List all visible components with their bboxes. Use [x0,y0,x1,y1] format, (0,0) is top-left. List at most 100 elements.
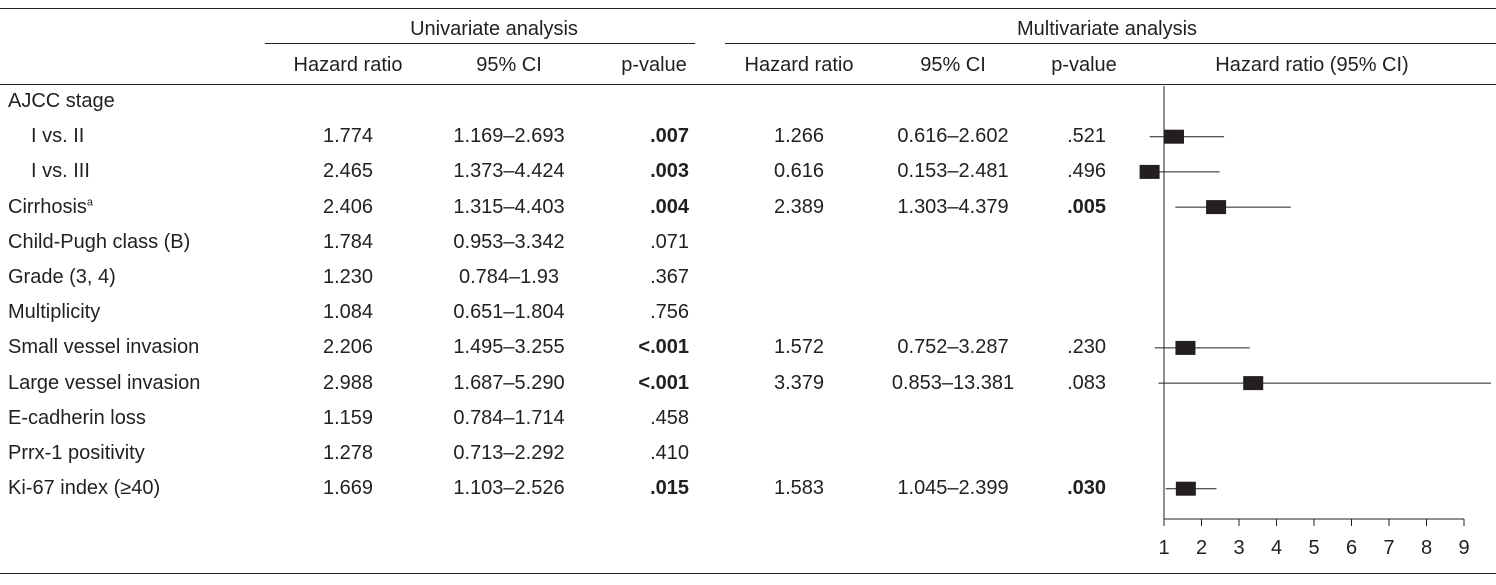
uni-hazard-ratio-cell: 1.159 [322,406,374,429]
uni-ci-cell: 1.103–2.526 [453,477,565,500]
row-label: Multiplicity [8,301,101,324]
uni-p-value-cell: .756 [650,301,689,324]
row-label: Prrx-1 positivity [8,442,145,464]
multi-hazard-ratio-cell: 1.583 [773,477,825,500]
row-label: Ki-67 index (≥40) [8,477,161,500]
row-label: Grade (3, 4) [8,266,116,288]
forest-point-marker [1139,164,1160,179]
uni-hazard-ratio-cell: 1.784 [322,230,374,253]
uni-ci-cell: 0.784–1.714 [453,406,565,429]
uni-p-value-header: p-value [621,54,687,76]
uni-p-value-cell: .003 [650,160,689,183]
uni-ci-cell: 1.169–2.693 [453,125,565,148]
multi-hazard-ratio-cell: 2.389 [773,195,825,218]
uni-p-value-cell: .367 [650,266,689,288]
table-row: Child-Pugh class (B) 1.784 0.953–3.342 .071 [0,230,1496,254]
forest-x-tick-label: 6 [1346,537,1357,559]
multi-ci-cell: 0.752–3.287 [897,336,1009,359]
uni-hazard-ratio-cell: 2.406 [322,195,374,218]
header-bottom-rule [0,84,1496,85]
forest-x-tick-label: 9 [1458,537,1469,559]
forest-point-marker [1175,340,1196,355]
table-row: Ki-67 index (≥40) 1.669 1.103–2.526 .015 1.5… [0,476,1496,500]
forest-x-tick-label: 8 [1421,537,1432,559]
forest-x-tick-label: 4 [1271,537,1282,559]
forest-plot-header: Hazard ratio (95% CI) [1215,54,1409,76]
uni-hazard-ratio-cell: 1.230 [322,266,374,288]
table-row: I vs. II 1.774 1.169–2.693 .007 1.266 0.616–2… [0,124,1496,148]
multi-p-value-cell: .496 [1067,160,1106,183]
forest-x-tick-label: 2 [1196,537,1207,559]
table-row: Cirrhosisa 2.406 1.315–4.403 .004 2.389 1.303… [0,195,1496,219]
table-bottom-rule [0,573,1496,574]
forest-x-tick-label: 1 [1158,537,1169,559]
multi-hazard-ratio-cell: 1.266 [773,125,825,148]
row-label: Child-Pugh class (B) [8,230,191,253]
forest-x-tick-label: 7 [1383,537,1394,559]
uni-hazard-ratio-cell: 2.988 [322,371,374,394]
uni-p-value-cell: <.001 [638,336,689,359]
multi-ci-header: 95% CI [920,54,986,76]
uni-hazard-ratio-header: Hazard ratio [293,54,403,76]
row-label: E-cadherin loss [8,406,146,429]
multi-ci-cell: 1.045–2.399 [897,477,1009,500]
multi-hazard-ratio-cell: 0.616 [773,160,825,183]
multi-hazard-ratio-header: Hazard ratio [744,54,854,76]
uni-hazard-ratio-cell: 2.465 [322,160,374,183]
uni-hazard-ratio-cell: 1.084 [322,301,374,324]
uni-p-value-cell: .007 [650,125,689,148]
forest-point-marker [1206,200,1227,215]
uni-ci-cell: 0.953–3.342 [453,230,565,253]
row-label: Small vessel invasion [8,336,200,359]
multivariate-header: Multivariate analysis [1016,18,1198,40]
row-label: AJCC stage [8,90,115,112]
table-row: Grade (3, 4) 1.230 0.784–1.93 .367 [0,265,1496,289]
table-row: E-cadherin loss 1.159 0.784–1.714 .458 [0,406,1496,430]
uni-p-value-cell: <.001 [638,371,689,394]
uni-p-value-cell: .004 [650,195,689,218]
uni-ci-cell: 1.315–4.403 [453,195,565,218]
uni-ci-cell: 0.651–1.804 [453,301,565,324]
forest-point-marker [1163,129,1184,144]
uni-ci-header: 95% CI [476,54,542,76]
multi-ci-cell: 0.153–2.481 [897,160,1009,183]
table-row: Multiplicity 1.084 0.651–1.804 .756 [0,300,1496,324]
forest-x-tick-label: 3 [1233,537,1244,559]
multi-p-value-cell: .521 [1067,125,1106,148]
univariate-header: Univariate analysis [410,18,578,40]
table-row: Large vessel invasion 2.988 1.687–5.290 <.0… [0,371,1496,395]
uni-hazard-ratio-cell: 1.774 [322,125,374,148]
table-top-rule [0,8,1496,9]
multi-p-value-cell: .005 [1067,195,1106,218]
row-label: I vs. III [31,160,90,183]
multi-p-value-cell: .230 [1067,336,1106,359]
footnote-marker: a [86,195,94,208]
table-row: Small vessel invasion 2.206 1.495–3.255 <.0… [0,335,1496,359]
row-label: I vs. II [31,125,85,148]
univariate-underline [265,43,695,44]
row-label: Large vessel invasion [8,371,201,394]
uni-hazard-ratio-cell: 2.206 [322,336,374,359]
multi-hazard-ratio-cell: 1.572 [773,336,825,359]
uni-p-value-cell: .458 [650,406,689,429]
uni-ci-cell: 0.784–1.93 [458,266,560,288]
multi-p-value-cell: .083 [1067,371,1106,394]
uni-hazard-ratio-cell: 1.278 [322,442,374,464]
uni-ci-cell: 1.495–3.255 [453,336,565,359]
uni-p-value-cell: .071 [650,230,689,253]
uni-p-value-cell: .410 [650,442,689,464]
row-label: Cirrhosisa [8,195,94,218]
forest-x-tick-label: 5 [1308,537,1319,559]
forest-point-marker [1175,481,1196,496]
multi-p-value-header: p-value [1051,54,1117,76]
multivariate-underline [725,43,1496,44]
uni-ci-cell: 1.687–5.290 [453,371,565,394]
table-row: AJCC stage [0,89,1496,113]
uni-ci-cell: 0.713–2.292 [453,442,565,464]
uni-p-value-cell: .015 [650,477,689,500]
forest-point-marker [1243,376,1264,391]
multi-ci-cell: 0.616–2.602 [897,125,1009,148]
uni-ci-cell: 1.373–4.424 [453,160,565,183]
table-row: Prrx-1 positivity 1.278 0.713–2.292 .410 [0,441,1496,465]
